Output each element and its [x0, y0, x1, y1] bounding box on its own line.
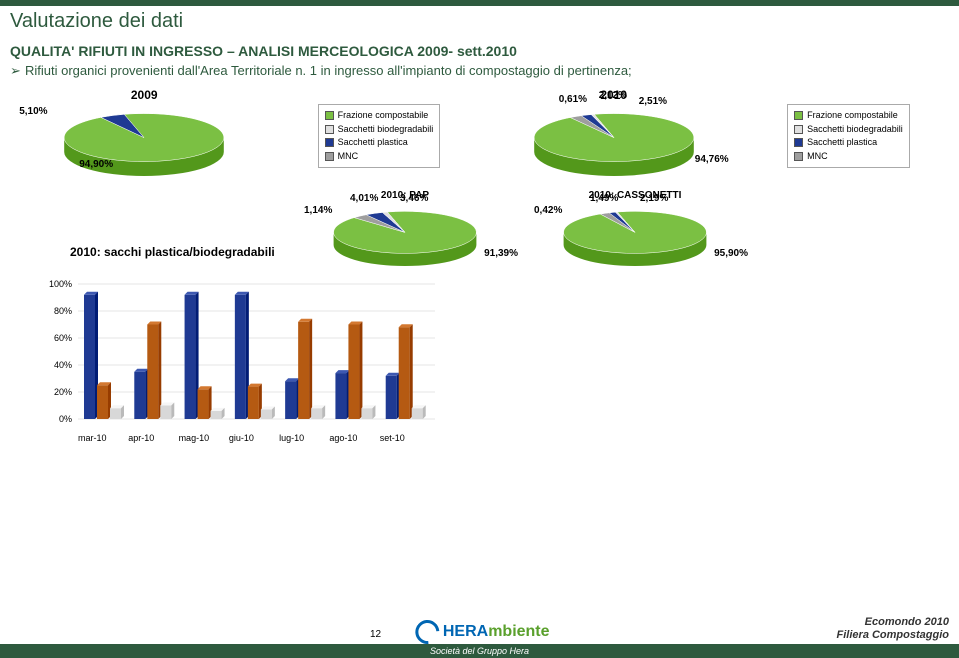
y-tick: 80% — [54, 306, 72, 316]
pie-cass-label-c: 2,19% — [640, 193, 668, 204]
footer-right: Ecomondo 2010 Filiera Compostaggio — [837, 616, 949, 642]
bullet-text: Rifiuti organici provenienti dall'Area T… — [0, 63, 959, 88]
legend-label: Frazione compostabile — [807, 109, 898, 123]
x-tick: giu-10 — [229, 433, 265, 443]
page-number: 12 — [370, 629, 381, 640]
x-tick: mar-10 — [78, 433, 114, 443]
pie-2009-label-main: 94,90% — [79, 159, 113, 170]
pie-row-main: 2009 5,10% 94,90% Frazione compostabileS… — [0, 88, 959, 184]
footer: 12 HERAmbiente Ecomondo 2010 Filiera Com… — [0, 610, 959, 658]
legend-label: Sacchetti biodegradabili — [338, 123, 434, 137]
swatch-icon — [325, 125, 334, 134]
bar-x-axis: mar-10 apr-10 mag-10 giu-10 lug-10 ago-10 set-… — [78, 433, 416, 443]
pie-cass-label-a: 0,42% — [534, 205, 562, 216]
x-tick: mag-10 — [179, 433, 215, 443]
pie-cass-label-main: 95,90% — [714, 248, 748, 259]
pie-2009-block: 2009 5,10% 94,90% — [49, 88, 239, 184]
legend-item: Sacchetti biodegradabili — [794, 123, 903, 137]
pie-pap-label-c: 3,46% — [400, 193, 428, 204]
page-title: Valutazione dei dati — [0, 6, 959, 43]
pie-2009-chart — [49, 104, 239, 184]
x-tick: ago-10 — [329, 433, 365, 443]
pie-cass-label-b: 1,49% — [590, 193, 618, 204]
plastics-label: 2010: sacchi plastica/biodegradabili — [70, 245, 290, 259]
legend-2009: Frazione compostabileSacchetti biodegrad… — [318, 104, 441, 168]
footer-logo: HERAmbiente — [415, 620, 550, 644]
pie-2010-label-b: 2,12% — [599, 90, 627, 101]
pie-pap-chart — [320, 203, 490, 273]
legend-label: Sacchetti plastica — [807, 136, 877, 150]
y-tick: 100% — [49, 279, 72, 289]
y-tick: 60% — [54, 333, 72, 343]
footer-company: Società del Gruppo Hera — [0, 644, 959, 658]
x-tick: lug-10 — [279, 433, 315, 443]
legend-label: MNC — [807, 150, 828, 164]
legend-label: Frazione compostabile — [338, 109, 429, 123]
pie-cass-block: 2010: CASSONETTI 0,42% 1,49% 2,19% 95,90… — [550, 190, 720, 273]
pie-pap-block: 2010: PAP 1,14% 4,01% 3,46% 91,39% — [320, 190, 490, 273]
swatch-icon — [794, 138, 803, 147]
legend-item: Frazione compostabile — [794, 109, 903, 123]
swatch-icon — [325, 138, 334, 147]
swatch-icon — [794, 125, 803, 134]
y-tick: 40% — [54, 360, 72, 370]
pie-pap-label-b: 4,01% — [350, 193, 378, 204]
pie-2010-chart — [519, 104, 709, 184]
logo-hera: HERA — [443, 623, 488, 640]
x-tick: set-10 — [380, 433, 416, 443]
logo-ambiente: mbiente — [488, 623, 549, 640]
footer-right-1: Ecomondo 2010 — [837, 616, 949, 629]
pie-pap-label-a: 1,14% — [304, 205, 332, 216]
y-tick: 20% — [54, 387, 72, 397]
legend-item: Sacchetti plastica — [325, 136, 434, 150]
legend-label: MNC — [338, 150, 359, 164]
bar-chart — [40, 279, 440, 429]
swatch-icon — [794, 111, 803, 120]
legend-item: Sacchetti plastica — [794, 136, 903, 150]
pie-2010-label-main: 94,76% — [695, 154, 729, 165]
swatch-icon — [325, 152, 334, 161]
page-subtitle: QUALITA' RIFIUTI IN INGRESSO – ANALISI M… — [0, 43, 959, 63]
legend-label: Sacchetti plastica — [338, 136, 408, 150]
legend-item: MNC — [325, 150, 434, 164]
x-tick: apr-10 — [128, 433, 164, 443]
legend-item: Sacchetti biodegradabili — [325, 123, 434, 137]
legend-item: Frazione compostabile — [325, 109, 434, 123]
legend-item: MNC — [794, 150, 903, 164]
pie-2010-label-a: 0,61% — [559, 94, 587, 105]
footer-right-2: Filiera Compostaggio — [837, 629, 949, 642]
pie-2009-title: 2009 — [131, 88, 158, 102]
swatch-icon — [794, 152, 803, 161]
pie-row-small: 2010: sacchi plastica/biodegradabili 201… — [0, 190, 959, 273]
legend-2010: Frazione compostabileSacchetti biodegrad… — [787, 104, 910, 168]
swatch-icon — [325, 111, 334, 120]
pie-2010-label-c: 2,51% — [639, 96, 667, 107]
y-tick: 0% — [59, 414, 72, 424]
pie-pap-label-main: 91,39% — [484, 248, 518, 259]
pie-2009-label-alt: 5,10% — [19, 106, 47, 117]
pie-2010-block: 2010 0,61% 2,12% 2,51% 94,76% — [519, 88, 709, 184]
bar-y-axis: 0% 20% 40% 60% 80% 100% — [40, 279, 74, 429]
legend-label: Sacchetti biodegradabili — [807, 123, 903, 137]
bar-chart-block: 0%20%40%60%80%100% mar-10apr-10mag-10giu… — [40, 279, 919, 429]
pie-cass-chart — [550, 203, 720, 273]
